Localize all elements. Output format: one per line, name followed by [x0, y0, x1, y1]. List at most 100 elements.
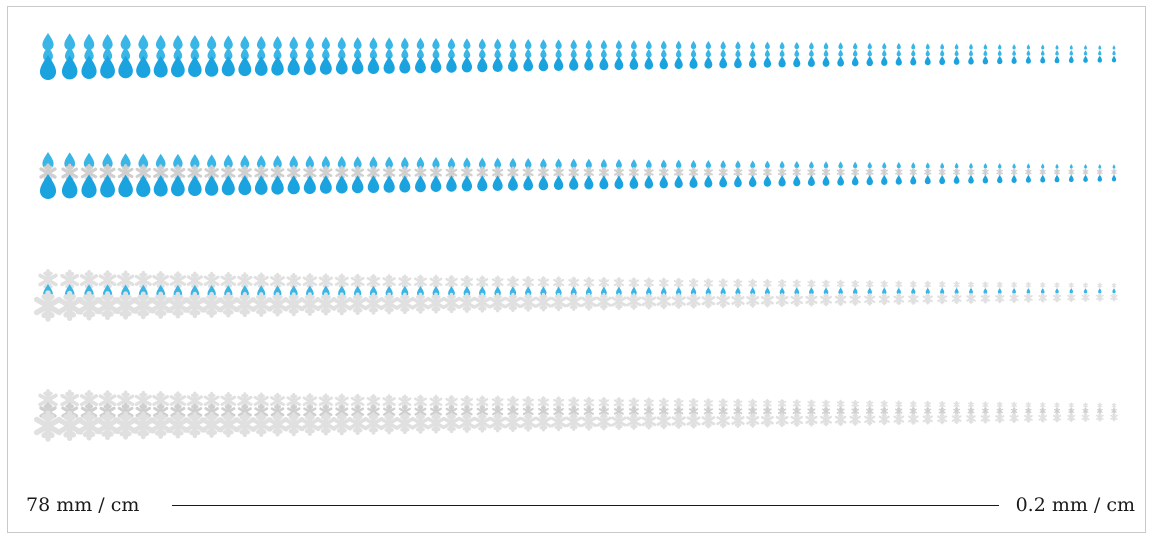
rain-icon — [807, 175, 815, 187]
snowflake-icon — [554, 277, 563, 287]
snowflake-icon — [879, 166, 890, 178]
rain-icon — [1025, 174, 1031, 183]
rain-icon — [1098, 50, 1102, 56]
snowflake-icon — [600, 278, 608, 288]
rain-icon — [1112, 50, 1116, 56]
snowflake-icon — [428, 414, 443, 431]
rain-icon — [910, 175, 917, 185]
rain-icon — [1012, 163, 1016, 169]
snowflake-icon — [462, 276, 472, 287]
rain-icon — [983, 287, 988, 294]
snowflake-icon — [688, 414, 699, 427]
rain-icon — [238, 175, 252, 196]
scale-right-label: 0.2 mm / cm — [1015, 494, 1135, 516]
snowflake-icon — [643, 294, 655, 308]
rain-icon — [1084, 45, 1087, 50]
snowflake-icon — [1053, 401, 1061, 409]
snowflake-icon — [350, 414, 366, 433]
rain-icon — [1026, 50, 1031, 56]
rain-icon — [1040, 174, 1046, 183]
rain-icon — [383, 175, 395, 193]
rain-icon — [1011, 55, 1017, 64]
snowflake-icon — [506, 414, 520, 430]
snowflake-icon — [864, 166, 875, 178]
snowflake-icon — [761, 397, 773, 410]
rain-icon — [720, 160, 726, 169]
rain-icon — [779, 160, 785, 169]
rain-icon — [882, 161, 887, 169]
snowflake-icon — [761, 166, 773, 179]
snowflake-icon — [1053, 406, 1061, 416]
rain-icon — [100, 174, 115, 198]
rain-icon — [205, 175, 219, 196]
snowflake-icon — [821, 278, 832, 290]
rain-icon — [351, 175, 364, 194]
rain-icon — [644, 56, 654, 70]
snowflake-icon — [537, 294, 550, 309]
rain-icon — [1083, 55, 1088, 63]
rain-icon — [1012, 288, 1016, 294]
rain-icon — [983, 162, 988, 169]
rain-icon — [953, 175, 960, 184]
rain-icon — [1055, 50, 1059, 56]
snowflake-icon — [718, 414, 729, 427]
snowflake-icon — [1082, 401, 1089, 409]
snowflake-icon — [673, 414, 685, 427]
rain-icon — [822, 56, 830, 67]
snowflake-icon — [1094, 411, 1105, 423]
snowflake-icon — [1010, 294, 1017, 302]
snowflake-icon — [806, 398, 817, 410]
snowflake-icon — [761, 277, 773, 290]
snowflake-icon — [1066, 411, 1077, 424]
rain-icon — [853, 42, 858, 50]
rain-icon — [271, 175, 284, 195]
rain-icon — [553, 56, 564, 72]
snowflake-icon — [894, 414, 903, 424]
rain-icon — [853, 161, 858, 169]
snowflake-icon — [908, 167, 918, 178]
snowflake-icon — [537, 414, 550, 429]
rain-icon — [188, 175, 202, 197]
rain-icon — [629, 175, 639, 189]
rain-icon — [492, 56, 503, 72]
snowflake-icon — [1096, 402, 1103, 409]
snowflake-icon — [734, 279, 741, 287]
rain-icon — [584, 56, 594, 71]
snowflake-icon — [658, 414, 670, 427]
rain-icon — [823, 161, 829, 169]
snowflake-icon — [705, 279, 712, 288]
snowflake-icon — [835, 166, 846, 178]
rain-icon — [430, 56, 442, 73]
snowflake-icon — [734, 168, 741, 176]
rain-icon — [153, 174, 168, 197]
rain-icon — [954, 43, 959, 50]
snowflake-icon — [747, 294, 758, 306]
rain-icon — [509, 38, 517, 50]
snowflake-icon — [628, 414, 640, 428]
snowflake-icon — [762, 414, 772, 426]
rain-icon — [1040, 50, 1045, 56]
rain-icon — [750, 49, 756, 58]
rain-icon — [615, 40, 622, 50]
rain-icon — [675, 159, 682, 169]
rain-icon — [1083, 50, 1088, 56]
snowflake-icon — [791, 278, 802, 290]
rain-icon — [61, 55, 78, 80]
snowflake-icon — [1038, 167, 1047, 177]
snowflake-icon — [762, 294, 772, 306]
rain-icon — [1098, 164, 1102, 169]
rain-icon — [661, 48, 667, 58]
rain-icon — [1083, 288, 1088, 294]
snowflake-icon — [953, 294, 961, 303]
rain-icon — [690, 159, 697, 169]
rain-icon — [998, 163, 1002, 169]
rain-icon — [778, 56, 786, 68]
snowflake-icon — [720, 279, 727, 287]
rain-icon — [925, 162, 930, 169]
rain-icon — [793, 175, 801, 187]
rain-icon — [689, 175, 698, 188]
rain-icon — [508, 56, 518, 72]
snowflake-icon — [749, 168, 756, 176]
rain-icon — [385, 37, 393, 50]
rain-icon — [1012, 50, 1016, 56]
